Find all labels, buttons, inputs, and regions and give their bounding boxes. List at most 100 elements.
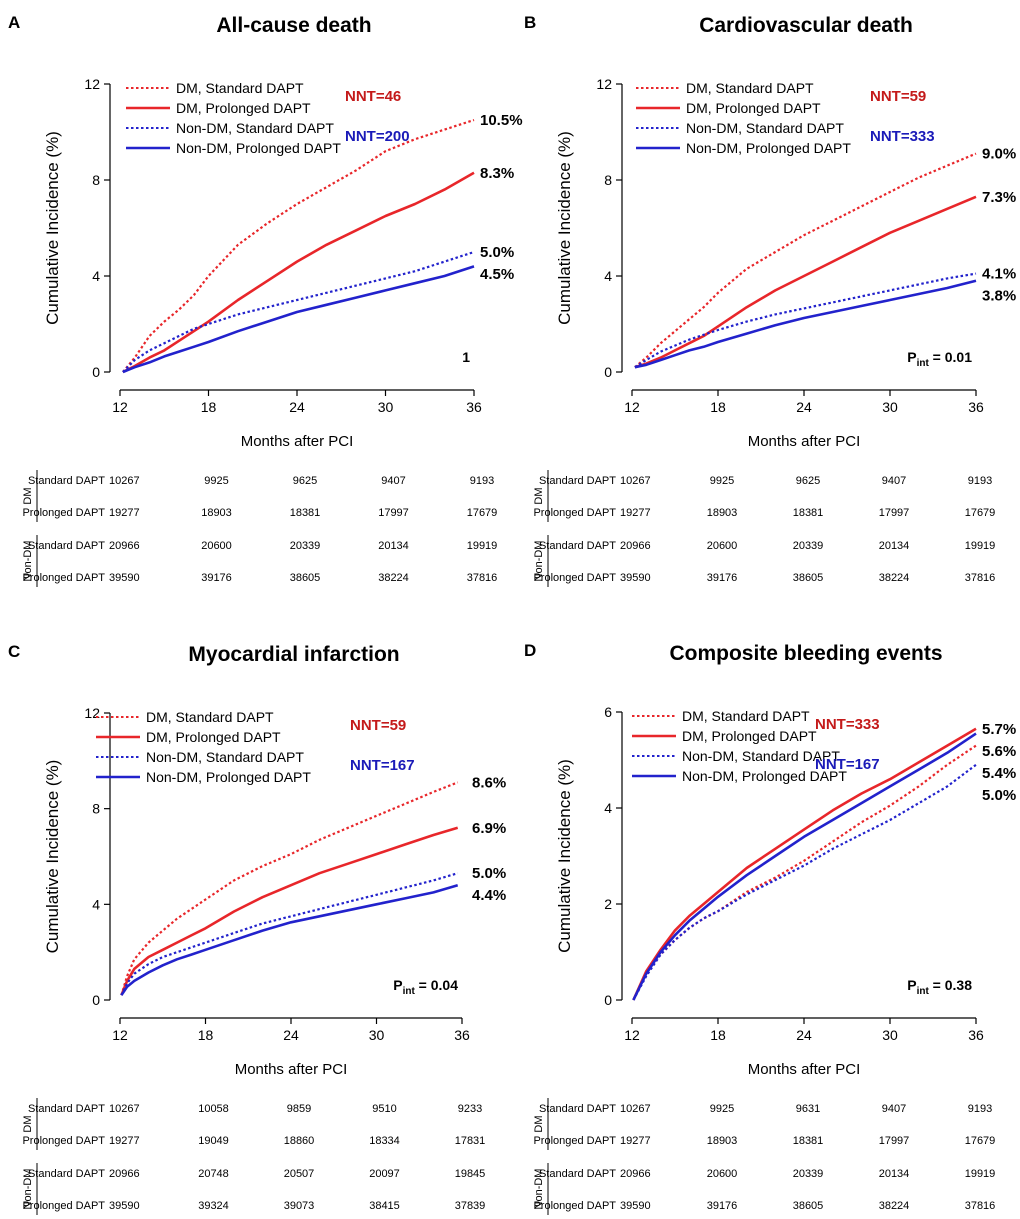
y-axis-label: Cumulative Incidence (%): [43, 760, 62, 954]
risk-cell: 20339: [290, 540, 321, 552]
end-value-label: 8.3%: [480, 165, 514, 182]
risk-cell: 10058: [198, 1103, 229, 1115]
risk-cell: 38605: [290, 572, 321, 584]
y-tick-label: 8: [604, 172, 612, 188]
risk-cell: 17831: [455, 1135, 486, 1147]
risk-cell: 18860: [284, 1135, 315, 1147]
p-value: = 0.04: [415, 977, 458, 993]
p-subscript: int: [917, 986, 930, 997]
risk-group-label: Non-DM: [533, 541, 545, 582]
x-tick-label: 30: [882, 399, 898, 415]
risk-cell: 18903: [201, 507, 232, 519]
legend-label: DM, Prolonged DAPT: [682, 728, 817, 744]
risk-row-label: Standard DAPT: [28, 540, 105, 552]
panel-letter: C: [8, 642, 20, 661]
series-line-3: [634, 279, 977, 369]
x-tick-label: 18: [710, 1027, 726, 1043]
risk-row-label: Prolonged DAPT: [22, 1200, 105, 1212]
end-value-label: 4.4%: [472, 887, 506, 904]
x-axis-label: Months after PCI: [235, 1061, 348, 1078]
end-value-label: 9.0%: [982, 146, 1016, 163]
risk-cell: 19919: [965, 540, 996, 552]
y-tick-label: 12: [84, 705, 100, 721]
nnt-dm-label: NNT=59: [870, 88, 926, 105]
risk-cell: 20966: [109, 1168, 140, 1180]
p-symbol: P: [393, 977, 402, 993]
x-tick-label: 18: [201, 399, 217, 415]
y-tick-label: 12: [84, 76, 100, 92]
risk-cell: 38224: [879, 572, 910, 584]
y-tick-label: 0: [604, 364, 612, 380]
x-tick-label: 12: [624, 1027, 640, 1043]
legend-label: Non-DM, Standard DAPT: [686, 120, 844, 136]
p-interaction-label: Pint = 0.01: [907, 349, 972, 369]
y-tick-label: 0: [92, 364, 100, 380]
risk-cell: 19919: [965, 1168, 996, 1180]
nnt-dm-label: NNT=46: [345, 88, 401, 105]
panel-letter: D: [524, 641, 536, 660]
series-line-1: [120, 826, 459, 996]
risk-cell: 9625: [293, 475, 317, 487]
risk-cell: 37816: [965, 572, 996, 584]
risk-cell: 38224: [879, 1200, 910, 1212]
risk-row-label: Standard DAPT: [539, 540, 616, 552]
risk-row-label: Prolonged DAPT: [533, 1135, 616, 1147]
risk-cell: 39590: [109, 1200, 140, 1212]
risk-cell: 18334: [369, 1135, 400, 1147]
risk-cell: 9233: [458, 1103, 482, 1115]
risk-group-label: DM: [533, 1115, 545, 1132]
x-tick-label: 30: [378, 399, 394, 415]
risk-cell: 18903: [707, 1135, 738, 1147]
risk-row-label: Prolonged DAPT: [533, 572, 616, 584]
risk-row-label: Prolonged DAPT: [533, 1200, 616, 1212]
panel-letter: A: [8, 13, 20, 32]
risk-cell: 9625: [796, 475, 820, 487]
x-tick-label: 24: [796, 399, 812, 415]
legend-label: DM, Prolonged DAPT: [686, 100, 821, 116]
risk-cell: 9193: [968, 475, 992, 487]
end-value-label: 3.8%: [982, 288, 1016, 305]
series-line-3: [120, 883, 459, 996]
y-tick-label: 2: [604, 896, 612, 912]
risk-cell: 37839: [455, 1200, 486, 1212]
nnt-nondm-label: NNT=167: [350, 757, 415, 774]
legend-label: DM, Prolonged DAPT: [176, 100, 311, 116]
y-tick-label: 8: [92, 172, 100, 188]
risk-cell: 9193: [470, 475, 494, 487]
risk-row-label: Prolonged DAPT: [22, 507, 105, 519]
risk-cell: 39176: [201, 572, 232, 584]
risk-cell: 20134: [879, 1168, 910, 1180]
risk-cell: 39073: [284, 1200, 315, 1212]
risk-cell: 20966: [109, 540, 140, 552]
series-line-0: [632, 744, 977, 1001]
risk-cell: 38415: [369, 1200, 400, 1212]
legend-label: Non-DM, Standard DAPT: [176, 120, 334, 136]
series-line-0: [120, 781, 459, 996]
risk-cell: 20966: [620, 1168, 651, 1180]
p-interaction-label: Pint = 0.38: [907, 977, 972, 997]
risk-cell: 17997: [879, 1135, 910, 1147]
risk-cell: 9407: [882, 475, 906, 487]
series-line-2: [632, 763, 977, 1001]
risk-cell: 39590: [109, 572, 140, 584]
x-tick-label: 36: [454, 1027, 470, 1043]
risk-cell: 39176: [707, 1200, 738, 1212]
legend-label: DM, Prolonged DAPT: [146, 729, 281, 745]
risk-cell: 9193: [968, 1103, 992, 1115]
series-line-1: [122, 171, 475, 374]
risk-cell: 20600: [707, 540, 738, 552]
x-tick-label: 18: [198, 1027, 214, 1043]
risk-cell: 37816: [965, 1200, 996, 1212]
risk-cell: 10267: [109, 475, 140, 487]
y-axis-label: Cumulative Incidence (%): [555, 759, 574, 953]
panel-c: C Myocardial infarction 12 18 24 30 36 0 4 8 12 Mon…: [8, 642, 506, 1215]
legend-label: Non-DM, Standard DAPT: [146, 749, 304, 765]
series-line-2: [120, 872, 459, 996]
p-value: = 0.38: [929, 977, 972, 993]
y-tick-label: 4: [604, 800, 612, 816]
risk-cell: 19277: [620, 1135, 651, 1147]
risk-cell: 9925: [710, 1103, 734, 1115]
risk-row-label: Prolonged DAPT: [22, 572, 105, 584]
